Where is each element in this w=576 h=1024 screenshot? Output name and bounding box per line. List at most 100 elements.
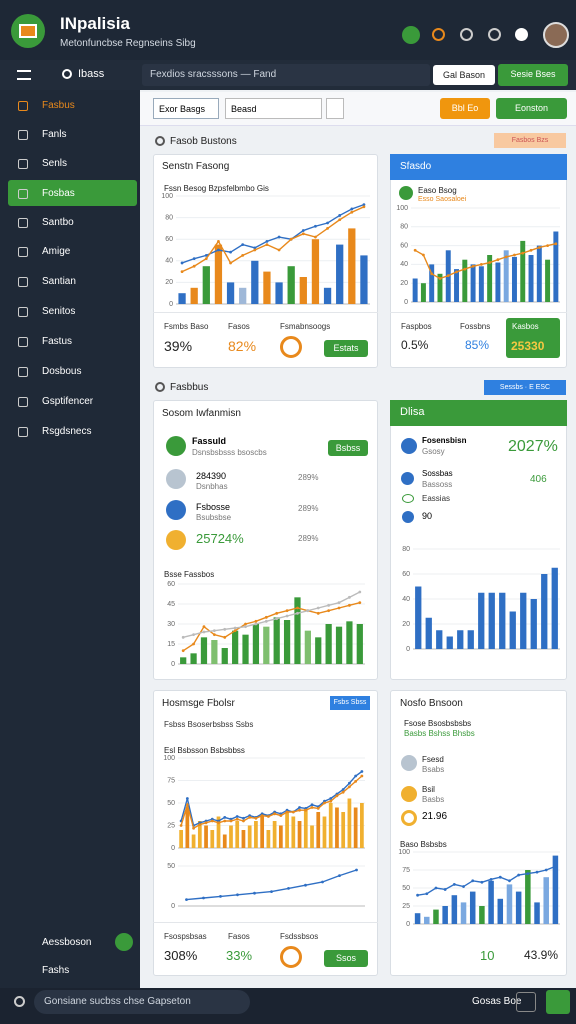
point (416, 893, 419, 897)
point (285, 810, 289, 814)
point (480, 880, 484, 884)
search-label[interactable]: Ibass (78, 68, 105, 80)
icon[interactable] (546, 990, 570, 1014)
point (181, 649, 185, 653)
card-title: Dlisa (400, 406, 425, 418)
select[interactable]: Exor Basgs (153, 98, 219, 119)
point (185, 803, 189, 807)
point (348, 603, 351, 607)
list-title: Bsil (422, 785, 435, 794)
point (217, 239, 220, 243)
nav-item[interactable]: Gsptifencer (42, 396, 94, 407)
nav-item[interactable]: Senls (42, 158, 68, 169)
bar (178, 293, 186, 304)
y-tick-label: 25 (167, 822, 175, 829)
point (235, 815, 239, 818)
point (181, 635, 185, 639)
nav-item[interactable]: Amige (42, 246, 71, 257)
chip: Fasbos Bzs (494, 133, 566, 148)
y-tick-label: 100 (398, 849, 410, 856)
icon[interactable] (460, 28, 473, 41)
point (422, 253, 425, 257)
button[interactable]: Estats (324, 340, 368, 357)
point (498, 875, 502, 879)
nav-item[interactable]: Fanls (42, 129, 67, 140)
icon[interactable] (432, 28, 445, 41)
section-title: Fasob Bustons (170, 136, 237, 147)
point (301, 232, 305, 236)
stat-value: 43.9% (524, 948, 559, 962)
stat-label: Faspbos (401, 322, 432, 331)
nav-item[interactable]: Rsgdsnecs (42, 426, 92, 437)
nav-item[interactable]: Senitos (42, 306, 76, 317)
icon[interactable] (402, 26, 420, 44)
point (244, 622, 247, 626)
bar (511, 256, 517, 302)
point (488, 261, 492, 264)
point (192, 257, 196, 261)
bar (179, 830, 183, 848)
point (235, 817, 239, 821)
point (298, 806, 301, 809)
bottom-label: Gosas Boe (472, 996, 522, 1007)
point (289, 237, 293, 241)
list-title: 25724% (196, 531, 244, 546)
big-value: 2027% (508, 438, 558, 455)
select[interactable]: Beasd (225, 98, 322, 119)
bar (287, 266, 295, 304)
button[interactable]: Sesie Bses (498, 64, 568, 86)
point (273, 812, 277, 816)
nav-item[interactable]: Santbo (42, 217, 74, 228)
point (434, 886, 438, 890)
nav-item[interactable]: Dosbous (42, 366, 82, 377)
point (360, 770, 364, 773)
bar (541, 574, 548, 649)
button[interactable]: Gal Bason (433, 65, 495, 85)
point (310, 803, 314, 807)
nav-item[interactable]: Fosbas (42, 188, 75, 199)
menu-icon[interactable] (17, 70, 31, 80)
point (260, 814, 264, 817)
bar (325, 624, 332, 664)
nav-item[interactable]: Santian (42, 276, 76, 287)
nav-icon (18, 427, 28, 437)
avatar[interactable] (543, 22, 569, 48)
button[interactable]: Bbl Eo (440, 98, 490, 119)
chart: 0 20 40 60 80 100 (161, 193, 370, 308)
list-icon (402, 511, 414, 523)
y-tick-label: 60 (167, 581, 175, 588)
icon[interactable] (516, 992, 536, 1012)
bar (442, 906, 448, 924)
bar (348, 228, 356, 304)
list-title: Sossbas (422, 469, 453, 478)
icon[interactable] (488, 28, 501, 41)
button[interactable]: Bsbss (328, 440, 368, 456)
bar (530, 599, 537, 649)
icon[interactable] (515, 28, 528, 41)
y-tick-label: 40 (165, 258, 173, 265)
nav-item[interactable]: Fasbus (42, 100, 75, 111)
search-box[interactable] (34, 990, 250, 1014)
bar (454, 269, 460, 302)
point (210, 819, 214, 823)
card-header (390, 154, 567, 180)
gauge (280, 336, 302, 358)
card-title: Nosfo Bnsoon (400, 698, 463, 709)
card-title: Sfasdo (400, 161, 432, 172)
bar (263, 271, 271, 304)
bar (310, 825, 314, 848)
bar (360, 255, 368, 304)
list-icon (166, 469, 186, 489)
button[interactable]: Eonston (496, 98, 567, 119)
y-tick-label: 0 (404, 299, 408, 306)
nav-item[interactable]: Fastus (42, 336, 73, 347)
bar (520, 592, 527, 649)
point (253, 248, 257, 252)
sidebar-footer[interactable]: Fashs (42, 965, 70, 976)
button[interactable]: Ssos (324, 950, 368, 967)
sidebar-footer[interactable]: Aessboson (42, 937, 92, 948)
bar (545, 259, 551, 302)
bar (185, 807, 190, 848)
bar (336, 244, 344, 304)
icon-button[interactable] (326, 98, 344, 119)
